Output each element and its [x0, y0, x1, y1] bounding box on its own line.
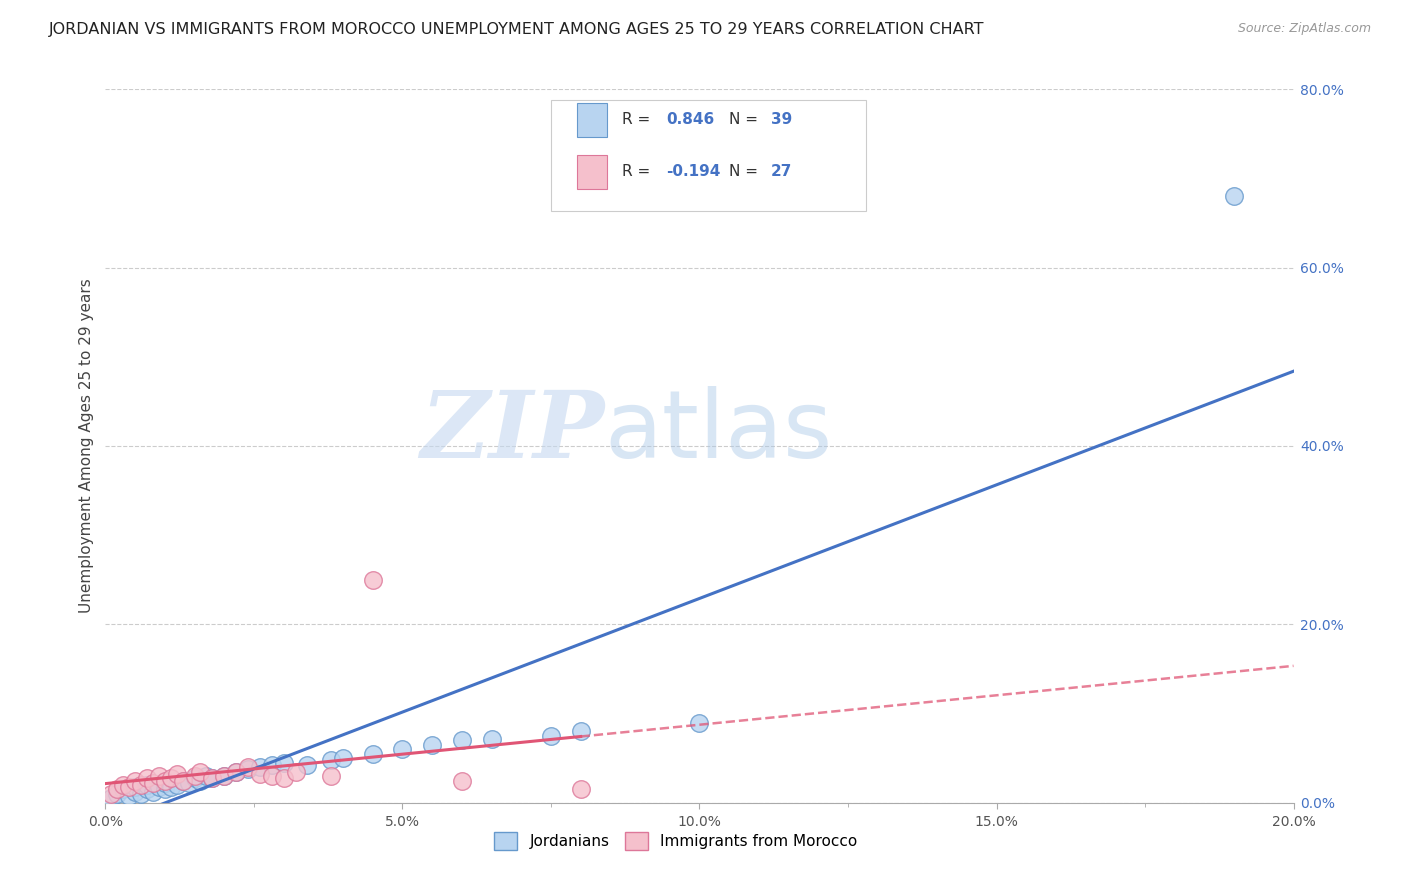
Point — [1223, 189, 1246, 203]
Point — [260, 769, 283, 783]
Point — [172, 773, 194, 788]
Point — [183, 769, 205, 783]
Point — [201, 771, 224, 785]
Point — [142, 785, 165, 799]
Point — [260, 758, 283, 772]
Text: 0.846: 0.846 — [666, 112, 714, 128]
Point — [129, 787, 152, 801]
Point — [190, 773, 212, 788]
Point — [100, 791, 122, 805]
Point — [112, 778, 135, 792]
Point — [214, 769, 236, 783]
Point — [481, 731, 503, 746]
Point — [540, 729, 562, 743]
Text: ZIP: ZIP — [420, 387, 605, 476]
Point — [183, 771, 205, 785]
FancyBboxPatch shape — [551, 100, 866, 211]
Text: -0.194: -0.194 — [666, 164, 721, 179]
Point — [321, 769, 343, 783]
Point — [236, 762, 259, 776]
Point — [153, 782, 176, 797]
Point — [129, 778, 152, 792]
Point — [201, 771, 224, 785]
Point — [214, 769, 236, 783]
Text: Source: ZipAtlas.com: Source: ZipAtlas.com — [1237, 22, 1371, 36]
Point — [100, 787, 122, 801]
Point — [225, 764, 247, 779]
Text: 39: 39 — [770, 112, 792, 128]
Point — [136, 771, 159, 785]
Point — [136, 778, 159, 792]
FancyBboxPatch shape — [576, 103, 607, 137]
Point — [391, 742, 413, 756]
Point — [142, 776, 165, 790]
Point — [148, 769, 170, 783]
Point — [159, 780, 181, 794]
Point — [450, 773, 472, 788]
Point — [450, 733, 472, 747]
Text: R =: R = — [623, 112, 655, 128]
Point — [273, 756, 295, 770]
Point — [136, 782, 159, 797]
Point — [284, 764, 307, 779]
Point — [332, 751, 354, 765]
Point — [105, 787, 128, 801]
Legend: Jordanians, Immigrants from Morocco: Jordanians, Immigrants from Morocco — [488, 826, 863, 855]
Point — [112, 782, 135, 797]
Point — [153, 773, 176, 788]
Text: R =: R = — [623, 164, 655, 179]
Point — [177, 776, 200, 790]
Point — [420, 738, 443, 752]
Text: 27: 27 — [770, 164, 792, 179]
Point — [148, 780, 170, 794]
Point — [153, 776, 176, 790]
Text: atlas: atlas — [605, 385, 832, 478]
Point — [159, 771, 181, 785]
Point — [273, 771, 295, 785]
Point — [195, 769, 218, 783]
Point — [166, 778, 188, 792]
Text: JORDANIAN VS IMMIGRANTS FROM MOROCCO UNEMPLOYMENT AMONG AGES 25 TO 29 YEARS CORR: JORDANIAN VS IMMIGRANTS FROM MOROCCO UNE… — [49, 22, 984, 37]
Point — [190, 764, 212, 779]
Point — [124, 780, 146, 794]
Point — [124, 785, 146, 799]
Point — [236, 760, 259, 774]
Point — [297, 758, 319, 772]
Point — [166, 767, 188, 781]
Point — [225, 764, 247, 779]
Point — [249, 767, 271, 781]
Point — [124, 773, 146, 788]
Point — [569, 724, 592, 739]
FancyBboxPatch shape — [576, 155, 607, 189]
Point — [249, 760, 271, 774]
Point — [118, 789, 141, 803]
Text: N =: N = — [730, 164, 763, 179]
Text: N =: N = — [730, 112, 763, 128]
Y-axis label: Unemployment Among Ages 25 to 29 years: Unemployment Among Ages 25 to 29 years — [79, 278, 94, 614]
Point — [321, 753, 343, 767]
Point — [361, 747, 384, 761]
Point — [118, 780, 141, 794]
Point — [361, 573, 384, 587]
Point — [689, 715, 711, 730]
Point — [569, 782, 592, 797]
Point — [105, 782, 128, 797]
Point — [172, 773, 194, 788]
